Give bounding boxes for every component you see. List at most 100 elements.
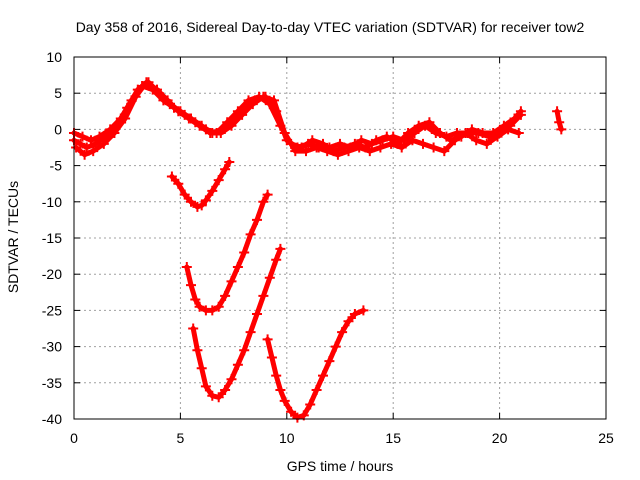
data-point-marker <box>349 309 360 319</box>
data-point-marker <box>413 120 424 131</box>
series-trace <box>190 246 283 400</box>
data-point-marker <box>213 301 224 312</box>
tick-labels: 0 5 10 15 20 25 10 5 0 -5 -10 -15 -20 -25 -30 -35 -40 <box>42 49 614 446</box>
y-tick-label: -40 <box>42 411 62 427</box>
data-point-marker <box>120 113 131 124</box>
data-point-marker <box>343 146 354 157</box>
data-point-marker <box>192 345 203 356</box>
data-point-marker <box>239 345 250 356</box>
data-point-marker <box>492 131 503 142</box>
data-point-marker <box>513 128 524 138</box>
data-point-marker <box>330 341 341 352</box>
series-trace <box>184 192 271 313</box>
series-arc-3 <box>188 243 286 403</box>
data-point-marker <box>266 352 277 363</box>
y-tick-label: -25 <box>42 302 62 318</box>
data-point-marker <box>130 91 141 102</box>
data-point-marker <box>232 262 243 272</box>
data-point-marker <box>173 178 184 189</box>
data-point-marker <box>375 142 386 153</box>
data-point-marker <box>186 196 196 207</box>
data-point-marker <box>247 99 258 110</box>
data-point-marker <box>190 294 201 305</box>
data-point-marker <box>258 91 269 102</box>
data-point-marker <box>439 146 450 157</box>
data-point-marker <box>220 290 231 301</box>
data-point-marker <box>194 301 205 312</box>
data-point-marker <box>162 95 173 106</box>
data-point-marker <box>77 131 88 142</box>
data-point-marker <box>403 128 414 138</box>
data-point-marker <box>515 106 526 117</box>
y-tick-label: -35 <box>42 375 62 391</box>
x-tick-label: 5 <box>177 430 185 446</box>
data-point-marker <box>358 305 369 316</box>
data-point-marker <box>275 385 286 395</box>
data-point-marker <box>279 128 290 138</box>
data-point-marker <box>224 157 235 167</box>
data-point-marker <box>194 120 205 131</box>
data-point-marker <box>200 195 211 206</box>
data-point-marker <box>271 370 282 381</box>
data-point-marker <box>554 117 565 128</box>
data-point-marker <box>237 109 248 120</box>
data-point-marker <box>213 175 224 186</box>
data-point-marker <box>301 146 311 157</box>
data-point-marker <box>252 214 262 225</box>
data-point-marker <box>196 363 207 374</box>
data-point-marker <box>332 149 343 160</box>
data-point-marker <box>71 142 82 153</box>
data-point-marker <box>239 247 250 258</box>
data-point-marker <box>109 128 120 138</box>
data-point-marker <box>324 356 335 367</box>
data-point-marker <box>98 138 109 149</box>
x-tick-label: 0 <box>70 430 78 446</box>
data-point-marker <box>226 276 237 287</box>
data-point-marker <box>262 189 273 200</box>
data-point-marker <box>207 390 218 401</box>
data-point-marker <box>183 113 194 124</box>
data-point-marker <box>181 262 192 272</box>
data-point-marker <box>322 146 333 157</box>
data-point-marker <box>245 229 256 240</box>
data-point-marker <box>481 138 492 149</box>
data-point-marker <box>371 135 382 146</box>
data-point-marker <box>79 149 90 160</box>
data-point-marker <box>418 138 428 149</box>
x-tick-label: 20 <box>492 430 508 446</box>
data-point-marker <box>307 135 318 146</box>
data-point-marker <box>258 290 269 301</box>
y-tick-label: -15 <box>42 230 62 246</box>
data-point-marker <box>207 185 218 196</box>
data-point-marker <box>424 117 435 128</box>
data-point-marker <box>386 138 397 149</box>
data-point-marker <box>354 142 365 153</box>
series-track-d <box>552 106 567 135</box>
x-tick-label: 10 <box>279 430 295 446</box>
data-point-marker <box>94 131 105 142</box>
data-point-marker <box>213 392 224 403</box>
data-point-marker <box>215 128 226 138</box>
data-point-marker <box>226 374 237 385</box>
data-point-marker <box>337 327 348 338</box>
data-point-marker <box>252 309 262 319</box>
data-point-marker <box>552 106 563 117</box>
y-tick-label: 10 <box>46 49 62 65</box>
grid-lines <box>74 57 606 419</box>
series-arc-4 <box>262 305 369 423</box>
data-point-marker <box>245 327 256 338</box>
x-tick-label: 15 <box>385 430 401 446</box>
data-point-marker <box>343 316 354 327</box>
data-point-marker <box>279 395 290 406</box>
x-tick-label: 25 <box>598 430 614 446</box>
data-point-marker <box>460 128 471 138</box>
x-axis-label: GPS time / hours <box>287 458 394 474</box>
data-point-marker <box>318 370 328 381</box>
data-point-marker <box>381 131 392 142</box>
data-point-marker <box>503 124 514 135</box>
data-point-marker <box>81 142 92 153</box>
y-tick-label: -5 <box>50 158 63 174</box>
data-point-marker <box>311 385 322 395</box>
data-point-marker <box>264 272 275 283</box>
